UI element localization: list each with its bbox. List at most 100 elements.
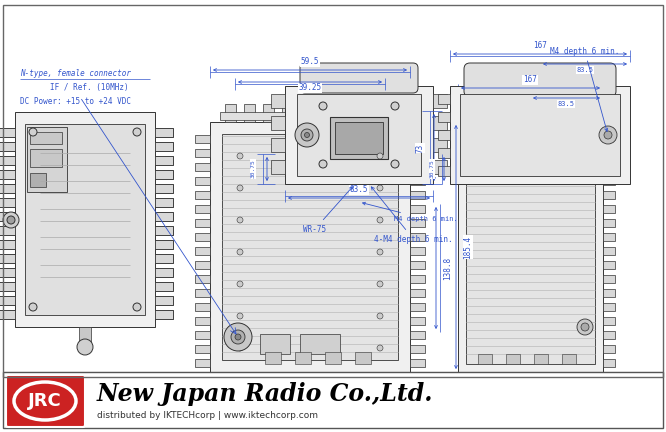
Circle shape bbox=[133, 128, 141, 136]
Bar bbox=[195, 191, 210, 199]
Text: 39.25: 39.25 bbox=[298, 83, 322, 92]
Bar bbox=[271, 116, 285, 130]
Bar bbox=[295, 352, 311, 364]
Bar bbox=[603, 289, 615, 297]
Bar bbox=[579, 96, 593, 174]
Bar bbox=[603, 177, 615, 185]
FancyBboxPatch shape bbox=[464, 63, 616, 97]
Bar bbox=[265, 352, 281, 364]
Bar bbox=[244, 372, 255, 390]
Text: M4 depth 6 min.: M4 depth 6 min. bbox=[362, 202, 458, 222]
Bar bbox=[225, 372, 236, 390]
Bar bbox=[155, 156, 173, 165]
Bar bbox=[482, 104, 494, 122]
Circle shape bbox=[581, 323, 589, 331]
Bar bbox=[195, 359, 210, 367]
Text: IF / Ref. (10MHz): IF / Ref. (10MHz) bbox=[50, 83, 129, 92]
Circle shape bbox=[237, 345, 243, 351]
Bar bbox=[466, 130, 595, 364]
Bar bbox=[463, 372, 475, 390]
Bar bbox=[355, 352, 371, 364]
Text: 30.75: 30.75 bbox=[430, 160, 434, 178]
Bar bbox=[410, 219, 425, 227]
Text: 73: 73 bbox=[416, 143, 424, 152]
Bar bbox=[0, 226, 15, 235]
Bar bbox=[410, 261, 425, 269]
Bar bbox=[195, 247, 210, 255]
Bar bbox=[155, 296, 173, 305]
Bar bbox=[155, 142, 173, 151]
Bar bbox=[195, 275, 210, 283]
Bar bbox=[433, 94, 447, 108]
Text: 185.4: 185.4 bbox=[464, 235, 472, 259]
Bar bbox=[410, 289, 425, 297]
Bar bbox=[263, 372, 274, 390]
Bar bbox=[438, 94, 450, 104]
Bar bbox=[0, 254, 15, 263]
Circle shape bbox=[304, 133, 310, 137]
Bar bbox=[260, 334, 290, 354]
Text: 167: 167 bbox=[533, 41, 547, 51]
Circle shape bbox=[377, 345, 383, 351]
Bar bbox=[501, 372, 513, 390]
Circle shape bbox=[377, 153, 383, 159]
Bar bbox=[195, 303, 210, 311]
Bar bbox=[410, 303, 425, 311]
Bar bbox=[520, 372, 532, 390]
Bar bbox=[155, 310, 173, 319]
Bar bbox=[297, 94, 421, 176]
Bar bbox=[527, 96, 541, 174]
Bar bbox=[195, 261, 210, 269]
Bar bbox=[603, 247, 615, 255]
Circle shape bbox=[295, 123, 319, 147]
Bar bbox=[30, 149, 62, 167]
Circle shape bbox=[604, 131, 612, 139]
Bar bbox=[410, 177, 425, 185]
Circle shape bbox=[237, 313, 243, 319]
Bar bbox=[553, 96, 567, 174]
Bar bbox=[0, 240, 15, 249]
Bar bbox=[300, 334, 340, 354]
Circle shape bbox=[237, 281, 243, 287]
Bar bbox=[0, 310, 15, 319]
Bar bbox=[263, 104, 274, 122]
Bar bbox=[155, 282, 173, 291]
Bar bbox=[577, 372, 589, 390]
Bar bbox=[210, 122, 410, 372]
Bar bbox=[603, 135, 615, 143]
Bar bbox=[155, 184, 173, 193]
Circle shape bbox=[377, 185, 383, 191]
Bar bbox=[603, 275, 615, 283]
Bar bbox=[79, 327, 91, 342]
Bar bbox=[195, 331, 210, 339]
Bar bbox=[301, 104, 312, 122]
Bar bbox=[478, 354, 492, 364]
Bar bbox=[438, 112, 450, 122]
Text: 83.5: 83.5 bbox=[350, 185, 368, 194]
Bar bbox=[271, 160, 285, 174]
Bar bbox=[501, 104, 513, 122]
Text: New Japan Radio Co.,Ltd.: New Japan Radio Co.,Ltd. bbox=[97, 382, 434, 406]
Bar bbox=[220, 112, 400, 120]
Bar bbox=[271, 138, 285, 152]
Bar bbox=[244, 104, 255, 122]
Circle shape bbox=[3, 212, 19, 228]
Circle shape bbox=[577, 319, 593, 335]
Bar bbox=[15, 112, 155, 327]
Bar bbox=[463, 374, 598, 382]
Circle shape bbox=[29, 128, 37, 136]
Bar bbox=[506, 354, 520, 364]
Text: N-type, female connector: N-type, female connector bbox=[20, 69, 131, 78]
Text: JRC: JRC bbox=[28, 392, 62, 410]
Ellipse shape bbox=[14, 382, 76, 420]
Circle shape bbox=[319, 160, 327, 168]
Bar bbox=[410, 149, 425, 157]
Circle shape bbox=[29, 303, 37, 311]
Bar bbox=[220, 374, 400, 382]
Bar bbox=[463, 112, 598, 120]
Bar bbox=[155, 212, 173, 221]
Bar bbox=[603, 317, 615, 325]
Bar bbox=[339, 104, 350, 122]
Bar bbox=[463, 104, 475, 122]
Bar bbox=[603, 205, 615, 213]
